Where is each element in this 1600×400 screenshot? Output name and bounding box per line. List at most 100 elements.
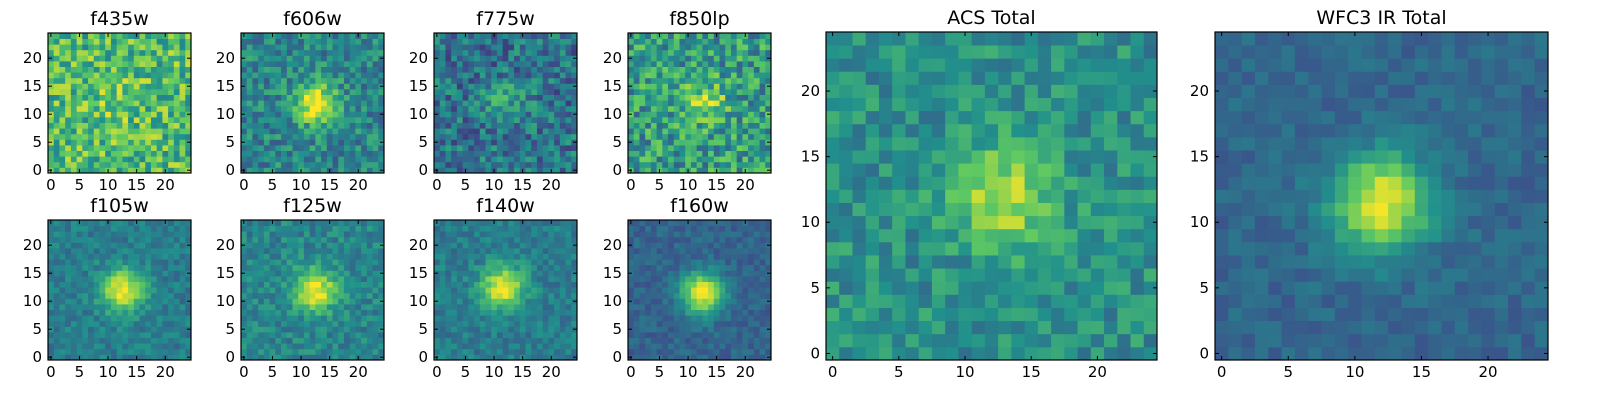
heatmap-cell [179,292,186,299]
heatmap-cell [673,326,680,333]
heatmap-cell [633,133,640,140]
heatmap-cell [571,128,578,135]
heatmap-cell [263,77,270,84]
heatmap-cell [281,281,288,288]
heatmap-cell [332,44,339,51]
heatmap-cell [116,38,123,45]
heatmap-cell [110,122,118,129]
heatmap-cell [162,281,169,288]
heatmap-cell [748,315,755,322]
heatmap-cell [554,315,561,322]
heatmap-cell [479,309,486,316]
heatmap-cell [65,225,72,232]
heatmap-cell [656,298,663,305]
heatmap-cell [355,44,362,51]
heatmap-cell [753,167,760,174]
heatmap-cell [168,145,175,151]
heatmap-cell [246,44,253,51]
heatmap-cell [162,38,169,45]
heatmap-cell [343,161,351,168]
heatmap-cell [65,259,72,266]
heatmap-cell [53,167,60,174]
heatmap-cell [275,253,282,260]
heatmap-cell [59,337,66,344]
heatmap-cell [668,343,675,350]
heatmap-cell [372,83,379,90]
heatmap-cell [645,320,652,327]
heatmap-cell [286,77,293,84]
heatmap-cell [53,304,60,310]
heatmap-cell [668,100,675,107]
heatmap-cell [748,38,755,45]
y-tick-label: 5 [612,133,622,151]
heatmap-cell [496,72,504,79]
heatmap-cell [702,348,709,355]
heatmap-cell [263,161,270,168]
heatmap-cell [542,337,549,344]
heatmap-cell [361,77,368,84]
heatmap-cell [548,281,555,288]
heatmap-cell [173,55,180,62]
heatmap-cell [292,270,299,277]
heatmap-cell [531,326,538,333]
heatmap-cell [70,156,77,163]
heatmap-cell [736,77,743,84]
heatmap-cell [730,55,738,62]
heatmap-cell [439,292,446,299]
heatmap-cell [321,128,328,135]
heatmap-cell [128,354,135,361]
heatmap-cell [690,326,698,333]
heatmap-cell [275,225,282,232]
heatmap-cell [269,270,276,277]
heatmap-cell [474,100,481,107]
heatmap-cell [645,111,652,118]
heatmap-cell [128,133,135,140]
heatmap-cell [252,33,259,39]
heatmap-cell [748,343,755,350]
heatmap-cell [321,292,328,299]
heatmap-cell [445,309,452,316]
heatmap-cell [332,161,339,168]
heatmap-cell [702,139,709,146]
heatmap-cell [468,292,475,299]
heatmap-cell [645,145,652,151]
heatmap-cell [679,167,686,174]
heatmap-cell [88,139,95,146]
heatmap-cell [298,287,305,294]
heatmap-cell [662,105,669,112]
heatmap-cell [628,348,635,355]
heatmap-cell [445,83,452,90]
heatmap-cell [326,55,333,62]
heatmap-cell [639,111,646,118]
heatmap-cell [485,231,492,238]
heatmap-cell [502,270,509,277]
heatmap-cell [76,66,83,73]
heatmap-cell [633,55,640,62]
heatmap-cell [281,117,288,123]
heatmap-cell [696,122,703,129]
heatmap-cell [479,253,486,260]
heatmap-cell [122,89,129,95]
heatmap-cell [82,133,89,140]
x-tick-label: 10 [485,363,504,381]
heatmap-cell [173,72,180,79]
heatmap-cell [263,111,270,118]
heatmap-cell [338,309,345,316]
heatmap-cell [439,287,446,294]
heatmap-cell [633,161,640,168]
heatmap-cell [48,94,55,101]
heatmap-cell [514,72,521,79]
heatmap-cell [439,309,446,316]
heatmap-cell [451,77,458,84]
heatmap-cell [281,253,288,260]
heatmap-cell [59,38,66,45]
heatmap-cell [565,100,572,107]
heatmap-cell [59,161,66,168]
heatmap-cell [508,332,515,338]
heatmap-cell [708,348,715,355]
heatmap-cell [150,33,158,39]
heatmap-cell [145,49,152,56]
heatmap-cell [679,304,686,310]
heatmap-cell [679,117,686,123]
heatmap-cell [156,315,163,322]
